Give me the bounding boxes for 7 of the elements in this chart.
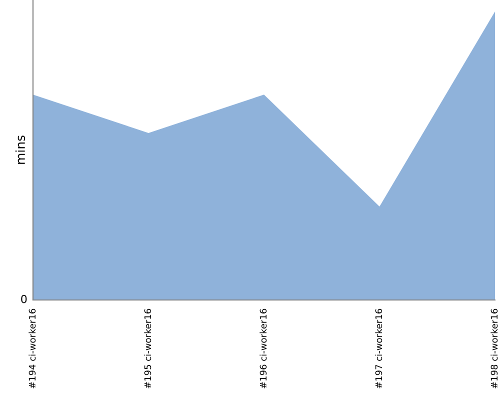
x-tick-label: #194 ci-worker16 xyxy=(28,308,36,388)
x-tick-label: #196 ci-worker16 xyxy=(260,308,267,388)
x-tick-label: #198 ci-worker16 xyxy=(490,308,498,388)
x-tick-label: #195 ci-worker16 xyxy=(144,308,152,388)
x-tick-label: #197 ci-worker16 xyxy=(375,308,382,388)
text: 0 xyxy=(21,294,27,304)
y-axis-title: mins xyxy=(15,136,26,164)
